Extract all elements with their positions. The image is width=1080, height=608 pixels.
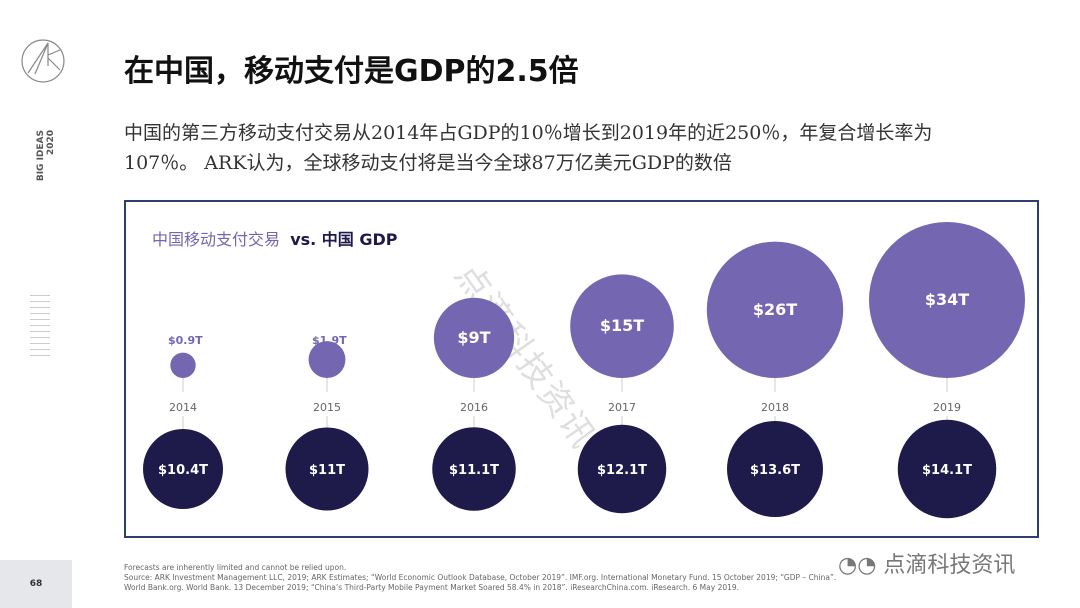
gdp-bubble <box>577 424 667 514</box>
year-label: 2014 <box>169 401 197 414</box>
mobile-payment-bubble <box>170 352 196 378</box>
gdp-label: $13.6T <box>750 463 800 478</box>
page-subtitle: 中国的第三方移动支付交易从2014年占GDP的10％增长到2019年的近250％… <box>124 122 933 174</box>
gdp-label: $11T <box>309 463 345 478</box>
gdp-bubble <box>143 429 223 509</box>
brand-mark-text: 点滴科技资讯 <box>883 553 1016 578</box>
ark-logo-icon <box>20 38 66 88</box>
year-label: 2016 <box>460 401 488 414</box>
year-label: 2015 <box>313 401 341 414</box>
year-label: 2017 <box>608 401 636 414</box>
gdp-bubble <box>432 427 516 511</box>
mobile-payment-label: $0.9T <box>168 334 203 347</box>
chart-frame <box>124 200 1039 538</box>
mobile-payment-bubble <box>869 222 1025 378</box>
chart-title-part2: vs. 中国 GDP <box>290 230 398 249</box>
mobile-payment-bubble <box>706 241 844 378</box>
footnote: Forecasts are inherently limited and can… <box>124 563 347 572</box>
footnote: World Bank.org. World Bank. 13 December … <box>124 583 740 592</box>
mobile-payment-label: $15T <box>600 316 644 335</box>
mobile-payment-bubble <box>308 341 346 378</box>
mobile-payment-bubble <box>570 274 674 378</box>
gdp-label: $10.4T <box>158 463 208 478</box>
mobile-payment-bubble <box>433 297 515 378</box>
mobile-payment-label: $26T <box>753 300 797 319</box>
mobile-payment-label: $34T <box>925 290 969 309</box>
gdp-label: $11.1T <box>449 463 499 478</box>
chart-title-part1: 中国移动支付交易 <box>152 230 281 249</box>
mobile-payment-label: $9T <box>457 328 490 347</box>
gdp-label: $14.1T <box>922 463 972 478</box>
chart-title: 中国移动支付交易 vs. 中国 GDP <box>152 226 398 250</box>
page-title: 在中国，移动支付是GDP的2.5倍 <box>124 54 579 89</box>
mobile-payment-label: $1.9T <box>312 334 347 347</box>
brand-mark: ◔◔ 点滴科技资讯 <box>838 547 1015 579</box>
year-label: 2019 <box>933 401 961 414</box>
wechat-icon: ◔◔ <box>838 553 884 578</box>
footnote: Source: ARK Investment Management LLC, 2… <box>124 573 837 582</box>
scroll-ticks <box>30 290 50 356</box>
footnotes: Forecasts are inherently limited and can… <box>124 563 836 593</box>
gdp-bubble <box>285 427 369 511</box>
gdp-label: $12.1T <box>597 463 647 478</box>
gdp-bubble <box>727 421 823 517</box>
year-label: 2018 <box>761 401 789 414</box>
page-number: 68 <box>0 560 72 608</box>
gdp-bubble <box>897 419 997 519</box>
